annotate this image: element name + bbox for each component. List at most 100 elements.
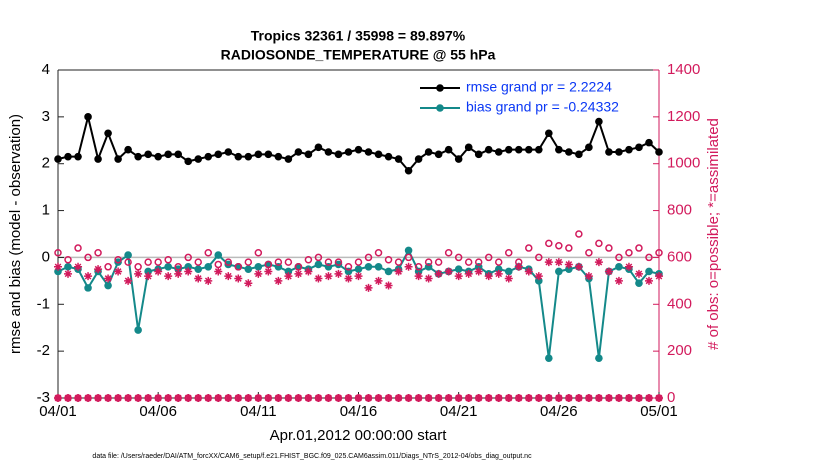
y-tick-label: 4 <box>42 61 50 78</box>
point <box>184 394 193 402</box>
point <box>645 138 653 147</box>
point <box>554 394 563 402</box>
point <box>414 272 423 281</box>
y2-tick-label: 1400 <box>667 61 700 78</box>
point <box>204 152 213 161</box>
point <box>294 148 303 156</box>
point <box>74 152 82 161</box>
point <box>254 150 263 159</box>
point <box>414 394 423 402</box>
y2-tick-label: 0 <box>667 389 675 406</box>
y2-axis-label: # of obs: o=possible; *=assimilated <box>705 118 722 350</box>
point <box>464 269 473 278</box>
point <box>494 269 503 278</box>
x-axis-label: Apr.01,2012 00:00:00 start <box>270 427 448 444</box>
point <box>524 394 533 402</box>
point <box>584 272 593 281</box>
point <box>264 260 273 269</box>
point <box>614 276 623 285</box>
point <box>554 258 563 267</box>
point <box>444 394 453 402</box>
y-tick-label: 2 <box>42 155 50 172</box>
point <box>324 258 333 266</box>
point <box>254 394 263 402</box>
point <box>454 272 463 281</box>
point <box>564 394 573 402</box>
point <box>384 281 393 290</box>
x-tick-label: 04/01 <box>39 403 77 420</box>
point <box>474 267 483 276</box>
point <box>244 265 253 273</box>
x-tick-label: 04/11 <box>240 403 276 420</box>
point <box>314 260 323 269</box>
point <box>154 394 163 402</box>
point <box>194 274 203 283</box>
point <box>54 248 62 257</box>
point <box>374 263 383 271</box>
point <box>274 152 283 161</box>
point <box>54 394 62 402</box>
point <box>544 394 553 402</box>
point <box>184 253 192 262</box>
chart-title: Tropics 32361 / 35998 = 89.897% <box>251 28 466 44</box>
point <box>655 248 663 257</box>
point <box>284 272 293 281</box>
point <box>414 155 423 163</box>
point <box>384 256 393 264</box>
y2-tick-label: 600 <box>667 248 692 265</box>
point <box>494 394 503 402</box>
point <box>334 269 343 278</box>
point <box>84 113 92 121</box>
point <box>404 246 413 255</box>
point <box>634 394 643 402</box>
point <box>324 148 333 156</box>
point <box>384 394 393 402</box>
point <box>494 148 503 156</box>
point <box>214 150 223 159</box>
point <box>284 258 293 266</box>
point <box>164 150 172 159</box>
point <box>504 394 513 402</box>
point <box>84 394 93 402</box>
point <box>324 272 333 281</box>
point <box>594 394 603 402</box>
point <box>154 267 163 276</box>
point <box>585 143 593 152</box>
point <box>524 145 533 154</box>
series-line <box>57 116 660 173</box>
point <box>164 263 172 271</box>
point <box>214 394 223 402</box>
point <box>254 269 263 278</box>
point <box>204 263 213 271</box>
point <box>74 244 82 252</box>
x-tick-label: 04/16 <box>340 403 378 420</box>
point <box>94 394 103 402</box>
y-tick-label: -3 <box>37 389 50 406</box>
point <box>194 258 202 266</box>
point <box>54 155 62 163</box>
point <box>274 258 283 266</box>
point <box>314 253 323 262</box>
point <box>574 394 583 402</box>
point <box>204 394 213 402</box>
point <box>484 394 493 402</box>
point <box>194 155 203 163</box>
point <box>294 269 303 278</box>
point <box>164 394 173 402</box>
point <box>424 274 433 283</box>
point <box>64 152 72 161</box>
point <box>545 354 553 362</box>
point <box>595 354 603 362</box>
point <box>104 129 112 138</box>
point <box>224 258 233 266</box>
point <box>234 152 243 161</box>
point <box>154 258 162 266</box>
point <box>575 230 583 238</box>
point <box>254 248 263 257</box>
point <box>625 145 633 154</box>
point <box>174 263 182 271</box>
point <box>304 267 313 276</box>
point <box>264 267 273 276</box>
point <box>624 262 633 271</box>
